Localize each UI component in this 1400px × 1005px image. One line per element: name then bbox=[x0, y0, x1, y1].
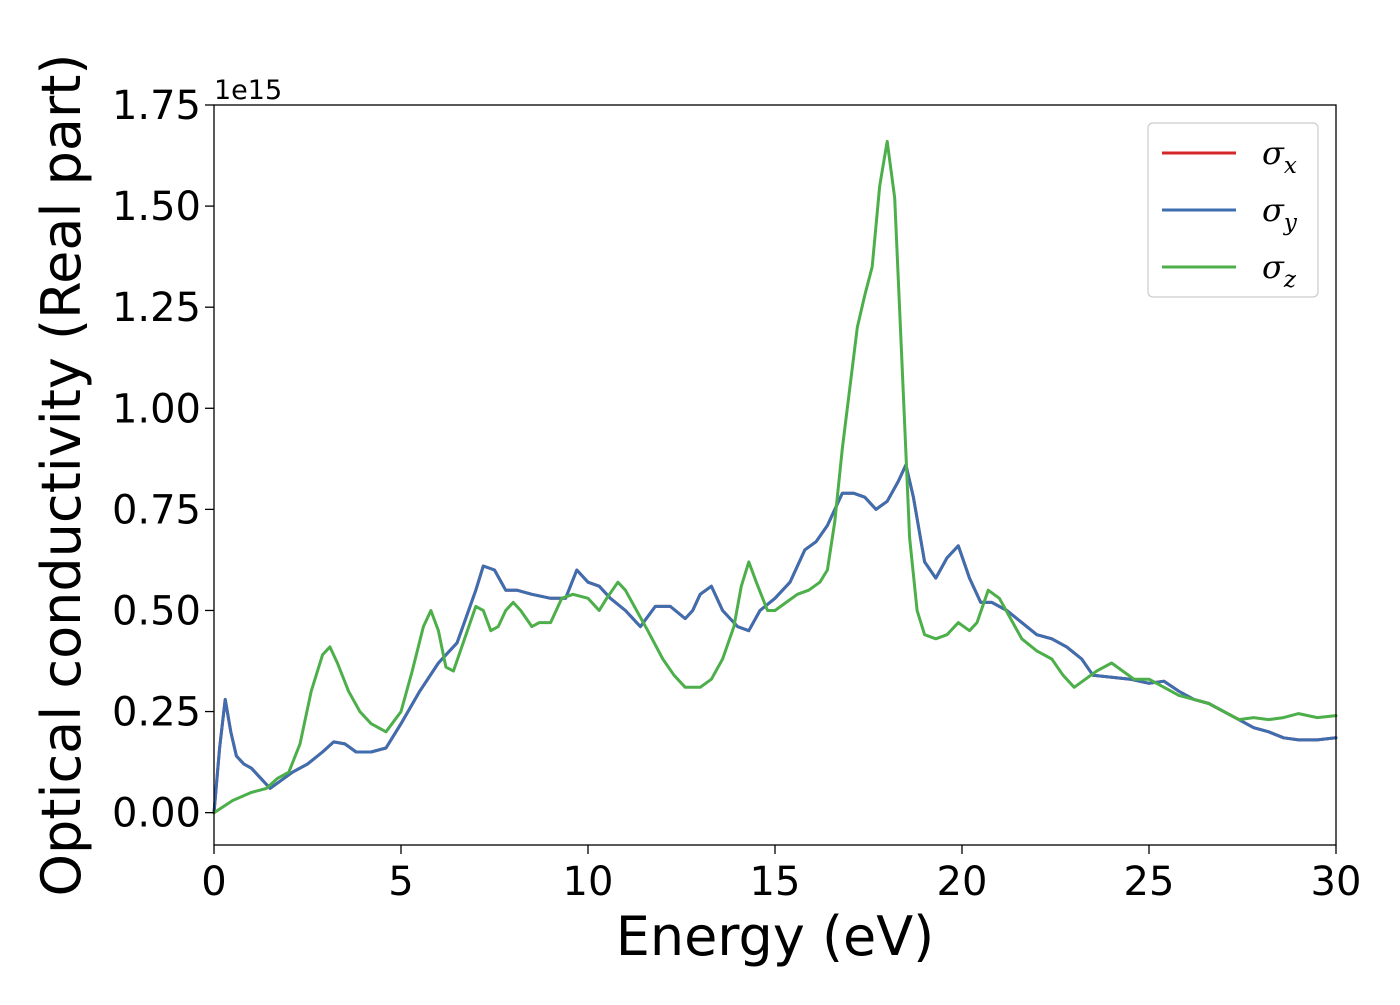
legend-items: σx σy σz bbox=[1162, 134, 1298, 293]
x-tick-label: 5 bbox=[388, 859, 413, 905]
y-tick-label: 1.25 bbox=[112, 285, 201, 331]
y-tick-label: 1.50 bbox=[112, 184, 201, 230]
series-line-z bbox=[212, 139, 1338, 815]
y-axis-ticks: 0.00 0.25 0.50 0.75 1.00 1.25 1.50 1.75 bbox=[112, 83, 214, 837]
legend: σx σy σz bbox=[1147, 122, 1319, 298]
x-tick-label: 10 bbox=[563, 859, 614, 905]
series-layer bbox=[212, 139, 1338, 815]
y-tick-label: 1.00 bbox=[112, 386, 201, 432]
legend-label-z: σz bbox=[1262, 248, 1297, 293]
y-tick-label: 0.25 bbox=[112, 690, 201, 736]
x-tick-label: 20 bbox=[937, 859, 988, 905]
y-tick-label: 0.50 bbox=[112, 588, 201, 634]
legend-label-y: σy bbox=[1262, 191, 1298, 236]
y-axis-title: Optical conductivity (Real part) bbox=[30, 54, 93, 897]
x-axis-title: Energy (eV) bbox=[616, 905, 935, 968]
y-tick-label: 0.00 bbox=[112, 791, 201, 837]
y-offset-text: 1e15 bbox=[214, 75, 282, 106]
x-axis-ticks: 0 5 10 15 20 25 30 bbox=[201, 845, 1361, 905]
legend-label-x: σx bbox=[1262, 134, 1297, 179]
x-tick-label: 15 bbox=[750, 859, 801, 905]
x-tick-label: 30 bbox=[1311, 859, 1362, 905]
x-tick-label: 0 bbox=[201, 859, 226, 905]
x-tick-label: 25 bbox=[1124, 859, 1175, 905]
y-tick-label: 1.75 bbox=[112, 83, 201, 129]
series-line-y bbox=[212, 463, 1338, 815]
y-tick-label: 0.75 bbox=[112, 487, 201, 533]
